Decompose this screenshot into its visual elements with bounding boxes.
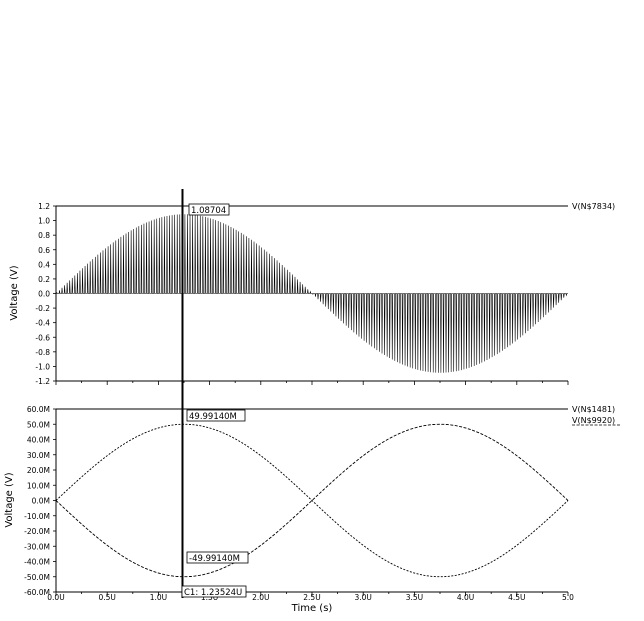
legend-vn7834: V(N$7834) xyxy=(572,202,615,211)
top-y-tick-label: -0.8 xyxy=(35,348,50,357)
x-axis-label: Time (s) xyxy=(291,603,333,614)
top-plot-panel: 1.2 1.0 0.8 0.6 0.4 0.2 0.0 -0.2 -0.4 -0.6 -0.8 -1.… xyxy=(9,202,615,386)
top-y-tick-label: 0.8 xyxy=(38,231,50,240)
top-y-tick-label: -0.2 xyxy=(35,304,50,313)
series-line-vn7834 xyxy=(56,214,568,373)
top-y-axis-label: Voltage (V) xyxy=(9,265,20,320)
bottom-cursor-readout-bottom-text: -49.99140M xyxy=(189,554,240,564)
x-tick-label: 4.5U xyxy=(508,593,525,602)
bottom-cursor-readout-bottom-box xyxy=(186,551,249,564)
bottom-y-tick-label: -60.0M xyxy=(24,588,50,597)
top-y-ticks: 1.2 1.0 0.8 0.6 0.4 0.2 0.0 -0.2 -0.4 -0.6 -0.8 -1.… xyxy=(35,202,56,386)
x-tick-label: 2.5U xyxy=(303,593,320,602)
bottom-cursor-readout-top: 49.99140M xyxy=(186,409,246,422)
bottom-y-tick-label: 60.0M xyxy=(27,405,50,414)
bottom-y-ticks: 60.0M 50.0M 40.0M 30.0M 20.0M 10.0M 0.0M -10.0M… xyxy=(24,405,56,597)
bottom-cursor-readout-bottom: -49.99140M xyxy=(186,551,249,564)
top-y-tick-label: -0.4 xyxy=(35,319,50,328)
x-tick-label: 2.0U xyxy=(252,593,269,602)
legend-vn9920: V(N$9920) xyxy=(572,416,615,425)
bottom-y-tick-label: 40.0M xyxy=(27,436,50,445)
bottom-y-tick-label: 30.0M xyxy=(27,451,50,460)
x-tick-label: 0.5U xyxy=(98,593,115,602)
bottom-y-tick-label: 20.0M xyxy=(27,466,50,475)
bottom-x-ticks: 0.0U 0.5U 1.0U 1.5U 2.0U 2.5U 3.0U 3.5U 4.0U 4.5U… xyxy=(47,592,574,602)
top-y-tick-label: 1.0 xyxy=(38,217,50,226)
bottom-cursor-readout-top-box xyxy=(186,409,246,422)
cursor-x-readout: C1: 1.23524U xyxy=(181,585,247,598)
bottom-y-tick-label: -10.0M xyxy=(24,512,50,521)
series-line-vn1481 xyxy=(55,423,569,578)
x-tick-label: 0.0U xyxy=(47,593,64,602)
bottom-y-tick-label: 50.0M xyxy=(27,420,50,429)
bottom-y-tick-label: -30.0M xyxy=(24,542,50,551)
x-tick-label: 1.0U xyxy=(150,593,167,602)
bottom-y-tick-label: -50.0M xyxy=(24,573,50,582)
top-y-tick-label: 0.2 xyxy=(38,275,50,284)
bottom-y-tick-label: -40.0M xyxy=(24,558,50,567)
bottom-y-axis-label: Voltage (V) xyxy=(4,472,15,527)
bottom-y-tick-label: 0.0M xyxy=(32,497,50,506)
x-tick-label: 5.0 xyxy=(562,593,574,602)
x-tick-label: 3.5U xyxy=(406,593,423,602)
bottom-y-tick-label: 10.0M xyxy=(27,481,50,490)
x-tick-label: 4.0U xyxy=(457,593,474,602)
cursor-x-readout-box xyxy=(181,585,247,598)
bottom-cursor-readout-top-text: 49.99140M xyxy=(189,412,237,422)
top-y-tick-label: -1.0 xyxy=(35,362,50,371)
top-y-tick-label: 0.0 xyxy=(38,290,50,299)
legend-vn1481: V(N$1481) xyxy=(572,405,615,414)
series-line-vn9920 xyxy=(55,423,569,578)
top-y-tick-label: -0.6 xyxy=(35,333,50,342)
top-cursor-readout-text: 1.08704 xyxy=(191,206,226,216)
top-y-tick-label: 0.4 xyxy=(38,260,50,269)
cursor-x-readout-text: C1: 1.23524U xyxy=(184,588,242,598)
top-x-ticks xyxy=(55,381,569,385)
x-tick-label: 1.5U xyxy=(201,593,218,602)
top-cursor-readout: 1.08704 xyxy=(188,203,230,216)
bottom-y-tick-label: -20.0M xyxy=(24,527,50,536)
x-tick-label: 3.0U xyxy=(354,593,371,602)
top-y-tick-label: 0.6 xyxy=(38,246,50,255)
bottom-plot-panel: 60.0M 50.0M 40.0M 30.0M 20.0M 10.0M 0.0M -10.0M… xyxy=(4,405,620,602)
top-y-tick-label: -1.2 xyxy=(35,377,50,386)
top-y-tick-label: 1.2 xyxy=(38,202,50,211)
top-cursor-readout-box xyxy=(188,203,230,216)
